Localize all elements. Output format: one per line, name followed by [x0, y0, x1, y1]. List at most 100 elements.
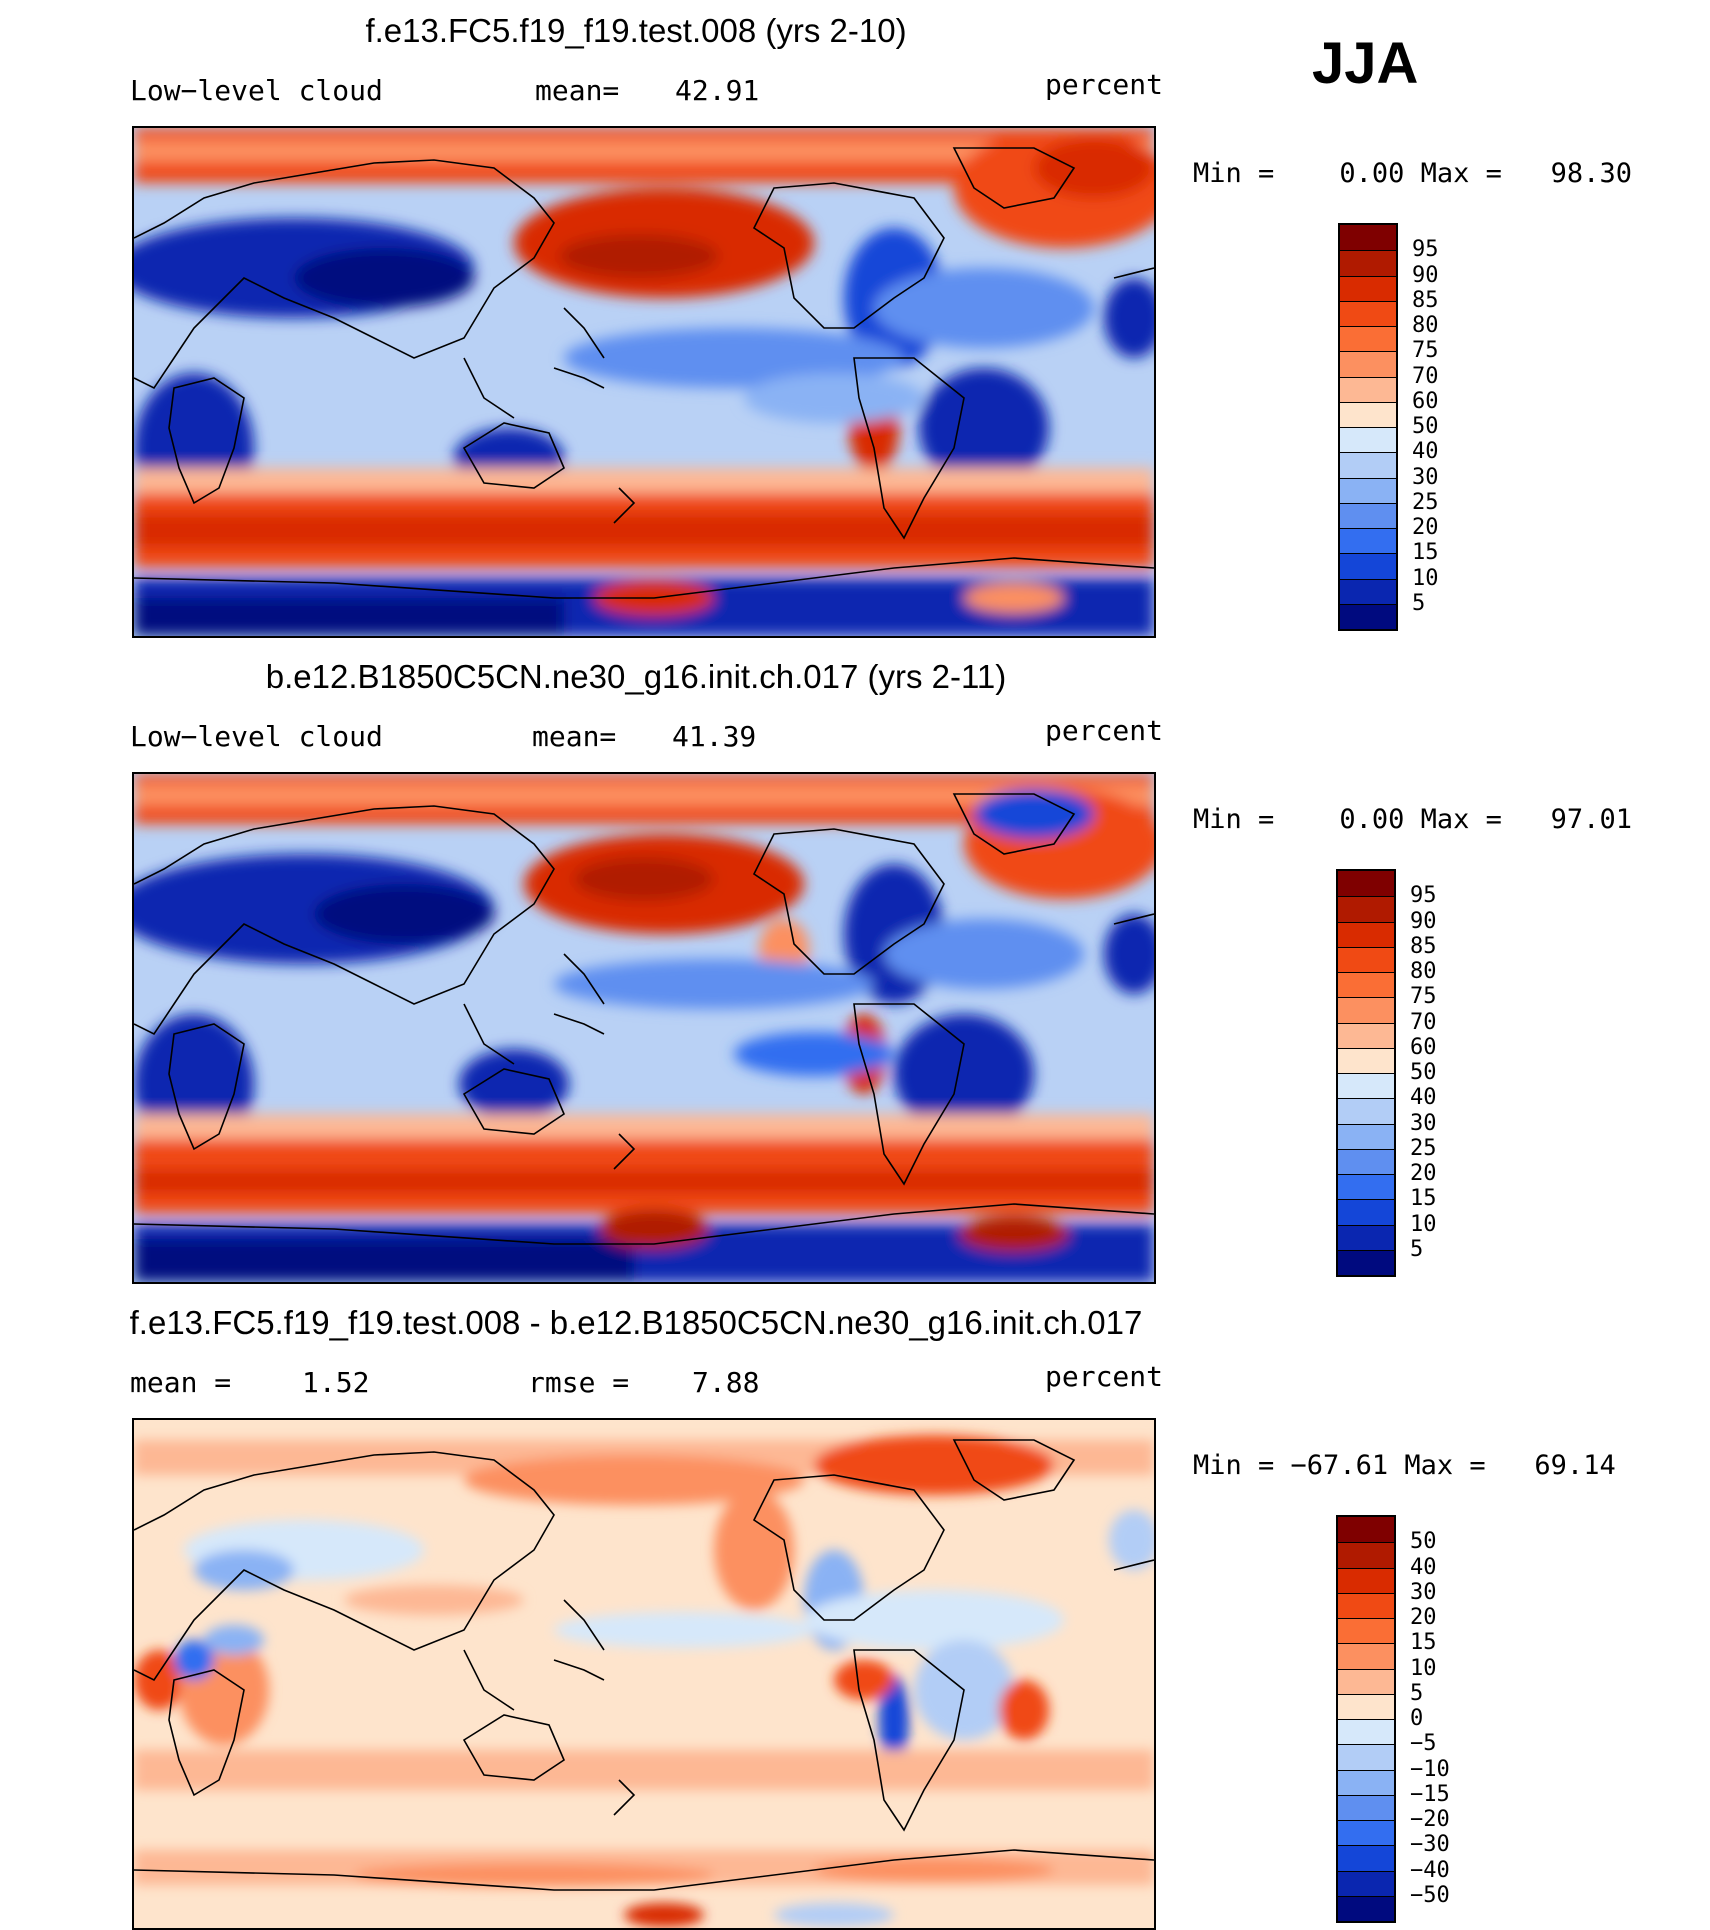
panel-3-colorbar — [1336, 1515, 1396, 1923]
panel-3-mean-value: 1.52 — [302, 1366, 370, 1399]
colorbar-tick-label: 5 — [1410, 1680, 1424, 1706]
colorbar-tick-label: 40 — [1410, 1554, 1437, 1580]
colorbar-tick-label: 15 — [1410, 1186, 1437, 1212]
colorbar-swatch — [1338, 1820, 1394, 1846]
colorbar-swatch — [1338, 1769, 1394, 1795]
panel-2-max-value: 97.01 — [1550, 804, 1632, 835]
colorbar-swatch — [1338, 1098, 1394, 1124]
panel-1-minmax: Min = 0.00 Max = 98.30 — [1193, 158, 1632, 189]
colorbar-tick-label: 10 — [1412, 565, 1439, 591]
colorbar-swatch — [1338, 1744, 1394, 1770]
colorbar-tick-label: 70 — [1410, 1009, 1437, 1035]
colorbar-swatch — [1340, 502, 1396, 528]
colorbar-tick-label: 30 — [1412, 464, 1439, 490]
colorbar-swatch — [1338, 921, 1394, 947]
colorbar-swatch — [1338, 896, 1394, 922]
panel-2-map — [132, 772, 1156, 1284]
panel-3-rmse-value: 7.88 — [692, 1366, 760, 1399]
colorbar-swatch — [1338, 1249, 1394, 1275]
colorbar-swatch — [1338, 1022, 1394, 1048]
colorbar-swatch — [1338, 1643, 1394, 1669]
colorbar-swatch — [1338, 1123, 1394, 1149]
colorbar-swatch — [1338, 1668, 1394, 1694]
colorbar-swatch — [1338, 1870, 1394, 1896]
panel-1-units: percent — [1045, 68, 1164, 101]
colorbar-swatch — [1340, 300, 1396, 326]
panel-2-variable-label: Low−level cloud — [130, 720, 383, 753]
colorbar-tick-label: 70 — [1412, 363, 1439, 389]
colorbar-swatch — [1338, 1719, 1394, 1745]
colorbar-tick-label: 85 — [1412, 287, 1439, 313]
panel-2-mean-value: 41.39 — [672, 720, 757, 753]
colorbar-tick-label: 20 — [1412, 515, 1439, 540]
colorbar-tick-label: −40 — [1410, 1857, 1450, 1883]
panel-1-mean-value: 42.91 — [675, 74, 760, 107]
panel-3-map — [132, 1418, 1156, 1930]
panel-3-max-value: 69.14 — [1534, 1450, 1616, 1481]
panel-2-max-label: Max = — [1420, 804, 1502, 835]
colorbar-tick-label: 5 — [1410, 1236, 1424, 1262]
colorbar-swatch — [1338, 1845, 1394, 1871]
colorbar-tick-label: 30 — [1410, 1110, 1437, 1136]
colorbar-swatch — [1338, 1047, 1394, 1073]
colorbar-swatch — [1340, 225, 1396, 251]
colorbar-swatch — [1338, 1174, 1394, 1200]
colorbar-tick-label: 95 — [1410, 883, 1437, 909]
panel-2-units: percent — [1045, 714, 1164, 747]
panel-3-min-value: −67.61 — [1290, 1450, 1389, 1481]
colorbar-tick-label: 95 — [1412, 237, 1439, 263]
panel-1-colorbar — [1338, 223, 1398, 631]
panel-2-colorbar — [1336, 869, 1396, 1277]
colorbar-swatch — [1338, 1542, 1394, 1568]
colorbar-swatch — [1340, 528, 1396, 554]
panel-1-mean-label: mean= — [535, 74, 620, 107]
colorbar-swatch — [1338, 1073, 1394, 1099]
colorbar-swatch — [1340, 275, 1396, 301]
colorbar-swatch — [1340, 427, 1396, 453]
colorbar-tick-label: −5 — [1410, 1731, 1437, 1757]
colorbar-tick-label: −30 — [1410, 1832, 1450, 1858]
panel-1-title: f.e13.FC5.f19_f19.test.008 (yrs 2-10) — [365, 12, 907, 49]
colorbar-swatch — [1338, 1199, 1394, 1225]
panel-2-min-label: Min = — [1193, 804, 1275, 835]
panel-3-rmse-label: rmse = — [528, 1366, 630, 1399]
colorbar-tick-label: 25 — [1410, 1135, 1437, 1161]
panel-3-mean-label: mean = — [130, 1366, 232, 1399]
colorbar-tick-label: 50 — [1410, 1060, 1437, 1085]
panel-1-max-label: Max = — [1420, 158, 1502, 189]
colorbar-tick-label: 80 — [1412, 313, 1439, 338]
panel-2-mean-label: mean= — [532, 720, 617, 753]
colorbar-swatch — [1340, 326, 1396, 352]
colorbar-swatch — [1338, 1895, 1394, 1921]
colorbar-swatch — [1340, 603, 1396, 629]
panel-3-max-label: Max = — [1404, 1450, 1486, 1481]
colorbar-tick-label: 5 — [1412, 590, 1426, 616]
colorbar-swatch — [1338, 1592, 1394, 1618]
colorbar-swatch — [1340, 553, 1396, 579]
colorbar-tick-label: 40 — [1412, 439, 1439, 465]
panel-2-minmax: Min = 0.00 Max = 97.01 — [1193, 804, 1632, 835]
colorbar-tick-label: 60 — [1412, 388, 1439, 414]
panel-1-variable-label: Low−level cloud — [130, 74, 383, 107]
colorbar-swatch — [1340, 250, 1396, 276]
colorbar-tick-label: 15 — [1410, 1630, 1437, 1656]
colorbar-tick-label: 50 — [1410, 1529, 1437, 1555]
colorbar-tick-label: 20 — [1410, 1161, 1437, 1186]
colorbar-tick-label: 75 — [1410, 984, 1437, 1010]
panel-3-min-label: Min = — [1193, 1450, 1275, 1481]
colorbar-tick-label: 20 — [1410, 1605, 1437, 1630]
colorbar-tick-label: 15 — [1412, 540, 1439, 566]
panel-3-title: f.e13.FC5.f19_f19.test.008 - b.e12.B1850… — [129, 1304, 1143, 1341]
colorbar-swatch — [1338, 1794, 1394, 1820]
panel-3-minmax: Min = −67.61 Max = 69.14 — [1193, 1450, 1616, 1481]
colorbar-swatch — [1338, 1618, 1394, 1644]
colorbar-swatch — [1338, 871, 1394, 897]
panel-2-title: b.e12.B1850C5CN.ne30_g16.init.ch.017 (yr… — [265, 658, 1007, 695]
colorbar-swatch — [1338, 1693, 1394, 1719]
panel-2-min-value: 0.00 — [1339, 804, 1405, 835]
colorbar-tick-label: −15 — [1410, 1781, 1450, 1807]
colorbar-swatch — [1338, 1224, 1394, 1250]
colorbar-tick-label: 10 — [1410, 1655, 1437, 1681]
colorbar-swatch — [1338, 972, 1394, 998]
colorbar-swatch — [1338, 1148, 1394, 1174]
